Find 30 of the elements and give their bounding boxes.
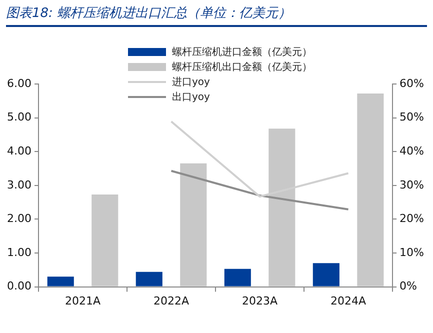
y-tick-label: 1.00 [6,246,32,259]
y2-tick-label: 60% [400,76,424,90]
y2-tick-label: 30% [400,178,424,192]
legend-label: 螺杆压缩机进口金额（亿美元） [172,46,312,58]
y2-tick-label: 10% [400,246,424,259]
bar [357,93,384,286]
x-tick-label: 2024A [330,294,367,308]
bar [47,276,74,286]
bar [312,263,340,286]
chart-title: 图表18: 螺杆压缩机进出口汇总（单位：亿美元） [6,4,427,27]
x-tick-label: 2023A [242,294,278,308]
y2-tick-label: 50% [400,110,424,124]
y-tick-label: 3.00 [6,178,32,192]
legend-label: 出口yoy [172,90,210,104]
bar [136,272,162,286]
y-tick-label: 4.00 [6,144,32,158]
y-tick-label: 0.00 [6,280,32,293]
bar [224,268,251,286]
y-tick-label: 2.00 [6,212,32,226]
legend-label: 进口yoy [172,76,210,88]
bar [180,163,207,286]
y2-tick-label: 0% [400,280,418,293]
legend-label: 螺杆压缩机出口金额（亿美元） [172,60,312,74]
y2-tick-label: 40% [400,144,424,158]
x-tick-label: 2021A [64,294,101,308]
bar [92,194,118,286]
y2-tick-label: 20% [400,212,424,226]
y-tick-label: 5.00 [6,110,32,124]
y-tick-label: 6.00 [6,76,32,90]
x-tick-label: 2022A [154,294,190,308]
